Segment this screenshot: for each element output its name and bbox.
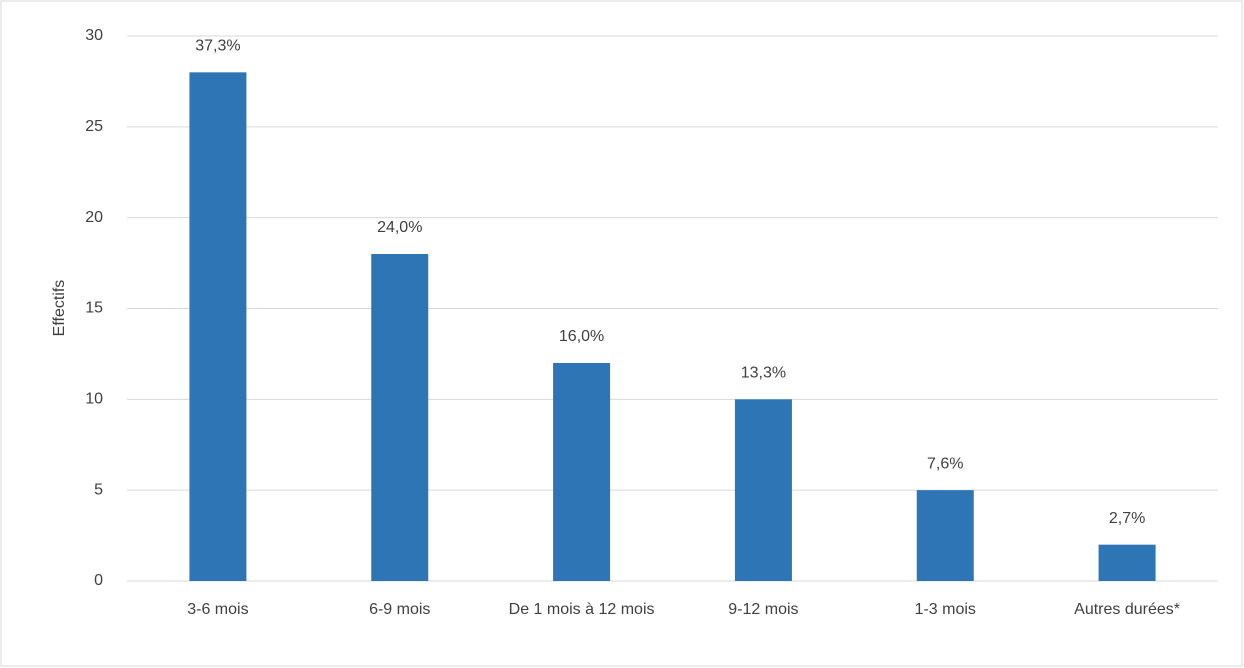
data-label: 16,0% xyxy=(559,328,604,345)
bar xyxy=(916,490,974,581)
x-tick-label: De 1 mois à 12 mois xyxy=(508,601,655,618)
y-tick-label: 5 xyxy=(94,481,103,498)
bar xyxy=(553,363,611,581)
y-tick-label: 0 xyxy=(94,572,103,589)
y-tick-label: 25 xyxy=(85,118,103,135)
y-axis-label: Effectifs xyxy=(51,280,68,337)
y-tick-label: 30 xyxy=(85,27,103,44)
bar xyxy=(1098,544,1156,581)
data-label: 13,3% xyxy=(741,365,786,382)
x-tick-label: 3-6 mois xyxy=(187,601,249,618)
bar xyxy=(734,399,792,581)
y-tick-label: 10 xyxy=(85,391,103,408)
y-tick-label: 20 xyxy=(85,209,103,226)
x-tick-label: 9-12 mois xyxy=(728,601,799,618)
bar xyxy=(189,72,247,581)
data-label: 2,7% xyxy=(1109,510,1145,527)
data-label: 37,3% xyxy=(195,38,240,55)
data-label: 24,0% xyxy=(377,219,422,236)
bar xyxy=(371,254,429,581)
x-tick-label: 1-3 mois xyxy=(914,601,976,618)
data-label: 7,6% xyxy=(927,455,963,472)
y-tick-label: 15 xyxy=(85,300,103,317)
x-tick-label: Autres durées* xyxy=(1074,601,1180,618)
x-tick-label: 6-9 mois xyxy=(369,601,431,618)
